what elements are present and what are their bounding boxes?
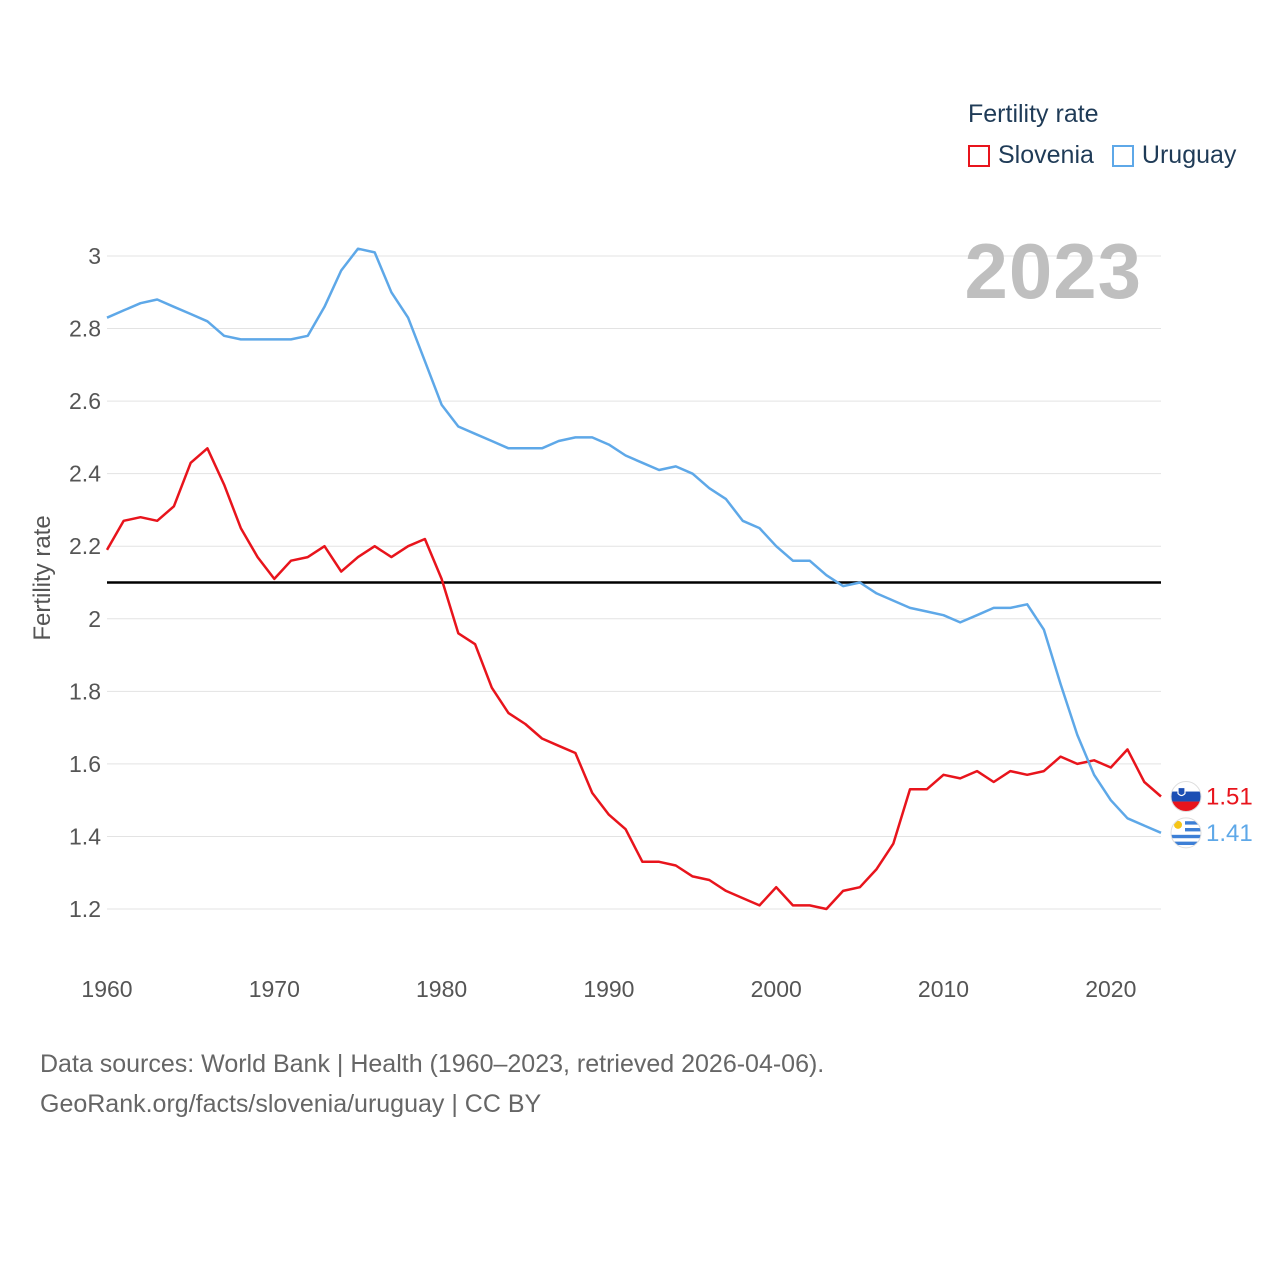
y-tick-label: 2.6	[69, 388, 101, 414]
y-tick-label: 1.4	[69, 823, 101, 849]
legend: Slovenia Uruguay	[968, 141, 1254, 170]
series-line-slovenia	[105, 447, 1162, 911]
footer: Data sources: World Bank | Health (1960–…	[40, 1044, 824, 1124]
y-tick-label: 1.8	[69, 678, 101, 704]
y-tick-label: 1.6	[69, 751, 101, 777]
legend-item-uruguay[interactable]: Uruguay	[1111, 141, 1237, 170]
grid-lines	[107, 255, 1161, 910]
y-tick-label: 2.2	[69, 533, 101, 559]
end-markers: 1.51 1.41	[1170, 781, 1253, 849]
y-tick-label: 2	[88, 606, 101, 632]
x-tick-label: 2010	[918, 976, 969, 1002]
x-tick-label: 1970	[249, 976, 300, 1002]
x-axis-ticks: 1960 1970 1980 1990 2000 2010 2020	[81, 976, 1136, 1002]
end-value-label-slovenia: 1.51	[1206, 784, 1253, 811]
flag-icon-slovenia	[1170, 781, 1202, 813]
x-tick-label: 2020	[1085, 976, 1136, 1002]
y-axis-title: Fertility rate	[29, 515, 56, 640]
flag-icon-uruguay	[1170, 817, 1202, 849]
legend-swatch-slovenia	[968, 144, 990, 167]
y-tick-label: 3	[88, 243, 101, 269]
legend-label-slovenia: Slovenia	[998, 141, 1094, 169]
x-tick-label: 1960	[81, 976, 132, 1002]
legend-swatch-uruguay	[1111, 144, 1134, 167]
x-tick-label: 2000	[751, 976, 802, 1002]
y-tick-label: 2.8	[69, 316, 101, 342]
y-tick-label: 2.4	[69, 461, 101, 487]
y-axis-ticks: 1.2 1.4 1.6 1.8 2 2.2 2.4 2.6 2.8 3	[69, 243, 101, 922]
legend-title: Fertility rate	[968, 100, 1099, 128]
legend-label-uruguay: Uruguay	[1141, 141, 1237, 169]
x-tick-label: 1980	[416, 976, 467, 1002]
x-tick-label: 1990	[583, 976, 634, 1002]
end-value-label-uruguay: 1.41	[1206, 820, 1253, 847]
y-tick-label: 1.2	[69, 896, 101, 922]
legend-item-slovenia[interactable]: Slovenia	[968, 141, 1094, 170]
footer-sources: Data sources: World Bank | Health (1960–…	[40, 1050, 825, 1078]
series-line-uruguay	[106, 247, 1162, 834]
footer-link[interactable]: GeoRank.org/facts/slovenia/uruguay | CC …	[40, 1090, 542, 1118]
year-watermark: 2023	[964, 227, 1142, 315]
series-lines	[105, 247, 1162, 911]
